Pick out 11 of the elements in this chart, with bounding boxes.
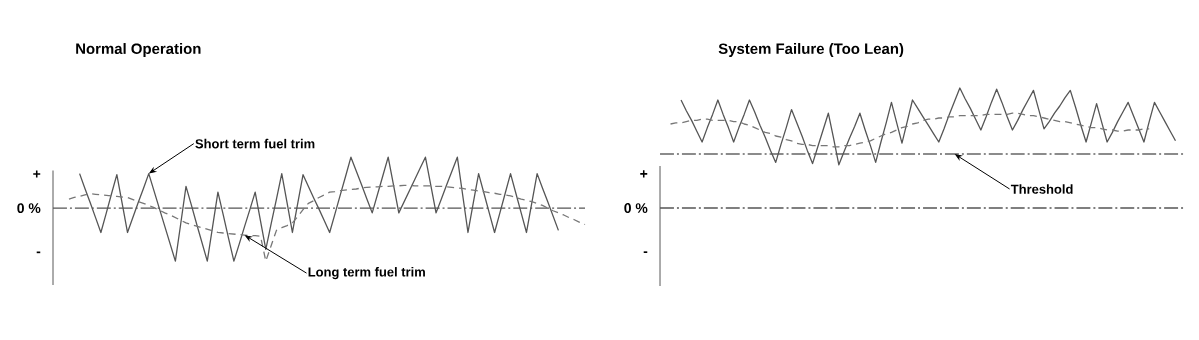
ref-line-label: Threshold: [1010, 184, 1073, 194]
text: -: [36, 251, 41, 254]
chart-title: Normal Operation: [76, 43, 201, 57]
chart-title: System Failure (Too Lean): [718, 43, 904, 57]
text: 0 %: [624, 203, 648, 214]
text: +: [640, 170, 648, 178]
text: 0 %: [17, 203, 41, 214]
text: Long term fuel trim: [308, 267, 425, 280]
text: +: [33, 170, 41, 178]
text: -: [643, 251, 648, 254]
text: Short term fuel trim: [195, 138, 315, 149]
